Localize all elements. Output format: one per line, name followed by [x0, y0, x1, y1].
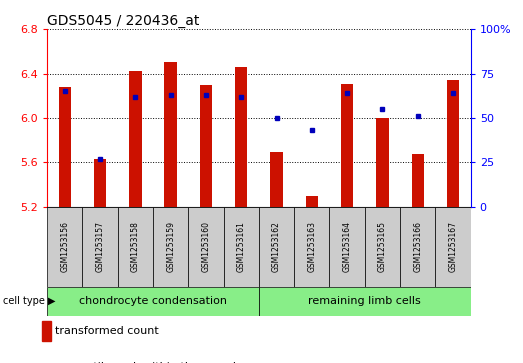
Text: GSM1253162: GSM1253162 — [272, 221, 281, 272]
FancyBboxPatch shape — [259, 287, 471, 316]
Text: cell type ▶: cell type ▶ — [3, 296, 55, 306]
FancyBboxPatch shape — [153, 207, 188, 287]
Text: GSM1253161: GSM1253161 — [237, 221, 246, 272]
Bar — [270, 152, 283, 207]
Bar — [200, 85, 212, 207]
FancyBboxPatch shape — [329, 207, 365, 287]
FancyBboxPatch shape — [47, 287, 259, 316]
FancyBboxPatch shape — [188, 207, 223, 287]
Text: GDS5045 / 220436_at: GDS5045 / 220436_at — [47, 14, 199, 28]
FancyBboxPatch shape — [400, 207, 435, 287]
Text: percentile rank within the sample: percentile rank within the sample — [55, 362, 243, 363]
FancyBboxPatch shape — [83, 207, 118, 287]
Text: GSM1253166: GSM1253166 — [413, 221, 422, 272]
Text: GSM1253156: GSM1253156 — [60, 221, 69, 272]
FancyBboxPatch shape — [118, 207, 153, 287]
FancyBboxPatch shape — [365, 207, 400, 287]
Text: transformed count: transformed count — [55, 326, 158, 337]
Text: GSM1253163: GSM1253163 — [308, 221, 316, 272]
Bar — [341, 83, 354, 207]
Bar — [305, 196, 318, 207]
Bar — [94, 159, 106, 207]
Bar — [412, 154, 424, 207]
FancyBboxPatch shape — [223, 207, 259, 287]
FancyBboxPatch shape — [435, 207, 471, 287]
Text: GSM1253159: GSM1253159 — [166, 221, 175, 272]
Text: ■: ■ — [42, 362, 51, 363]
Bar — [164, 62, 177, 207]
Text: remaining limb cells: remaining limb cells — [309, 296, 421, 306]
FancyBboxPatch shape — [47, 207, 83, 287]
Bar — [129, 71, 142, 207]
Bar — [59, 87, 71, 207]
FancyBboxPatch shape — [294, 207, 329, 287]
Text: GSM1253165: GSM1253165 — [378, 221, 387, 272]
Text: chondrocyte condensation: chondrocyte condensation — [79, 296, 227, 306]
Text: GSM1253167: GSM1253167 — [449, 221, 458, 272]
Text: GSM1253160: GSM1253160 — [201, 221, 210, 272]
FancyBboxPatch shape — [259, 207, 294, 287]
Bar — [235, 67, 247, 207]
Bar — [447, 80, 459, 207]
Text: GSM1253158: GSM1253158 — [131, 221, 140, 272]
Text: GSM1253157: GSM1253157 — [96, 221, 105, 272]
Bar — [376, 118, 389, 207]
Text: GSM1253164: GSM1253164 — [343, 221, 351, 272]
